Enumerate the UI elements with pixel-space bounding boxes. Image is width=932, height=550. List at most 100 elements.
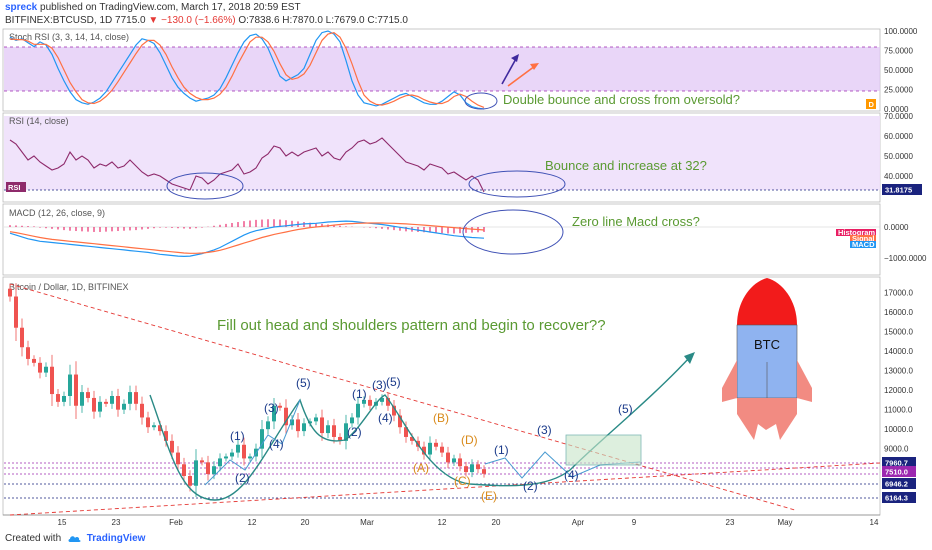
candle-body: [476, 464, 480, 470]
candle-body: [386, 397, 390, 406]
rsi-band: [4, 116, 880, 190]
candle-body: [116, 396, 120, 410]
stoch-title: Stoch RSI (3, 3, 14, 14, close): [9, 32, 129, 42]
x-axis-label: 14: [870, 518, 879, 527]
rsi-tick: 40.0000: [884, 172, 913, 181]
price-tick: 11000.0: [884, 406, 913, 415]
macd-legend-hist: [836, 229, 876, 236]
stoch-tag: [866, 99, 876, 109]
candle-body: [98, 401, 102, 412]
published-text: published on TradingView.com, March 17, …: [40, 2, 301, 13]
macd-signal-line: [9, 222, 485, 254]
x-axis-label: May: [777, 518, 792, 527]
price-title: Bitcoin / Dollar, 1D, BITFINEX: [9, 282, 129, 292]
candle-body: [134, 392, 138, 404]
candle-body: [248, 456, 252, 459]
macd-tick: −1000.0000: [884, 254, 927, 263]
candle-body: [32, 358, 36, 363]
macd-legend-signal: [850, 235, 876, 242]
stoch-rsi-pane: Stoch RSI (3, 3, 14, 14, close) 100.0000…: [4, 27, 918, 114]
time-axis[interactable]: 15 23 Feb 12 20 Mar 12 20 Apr 9 23 May 14: [58, 518, 879, 527]
proj-label-2: (2): [523, 479, 538, 493]
impulse-zigzag: [204, 399, 301, 486]
candle-body: [392, 405, 396, 416]
wave-label-1a: (1): [230, 429, 245, 443]
stoch-tick: 50.0000: [884, 66, 913, 75]
candle-body: [464, 466, 468, 473]
price-tag-text: 7960.7: [885, 459, 908, 468]
stoch-tick: 75.0000: [884, 47, 913, 56]
descending-trendline: [9, 283, 796, 511]
macd-annotation: Zero line Macd cross?: [572, 214, 700, 229]
candle-body: [80, 392, 84, 406]
rocket-nose: [737, 278, 797, 325]
candle-body: [44, 366, 48, 373]
stoch-k-line: [9, 30, 485, 110]
arrow-up-2: [507, 65, 536, 87]
x-axis-label: 23: [112, 518, 121, 527]
candle-body: [290, 419, 294, 426]
rsi-label-text: RSI: [8, 183, 21, 192]
x-axis-label: Apr: [572, 518, 585, 527]
candle-body: [344, 423, 348, 441]
rsi-title: RSI (14, close): [9, 116, 69, 126]
wave-label-A: (A): [413, 461, 429, 475]
chart-header: spreck published on TradingView.com, Mar…: [0, 0, 932, 28]
publisher-user[interactable]: spreck: [5, 2, 38, 13]
x-axis-label: Feb: [169, 518, 183, 527]
stoch-tick: 25.0000: [884, 86, 913, 95]
candle-body: [224, 456, 228, 459]
candle-body: [38, 362, 42, 373]
tradingview-cloud-icon: [68, 536, 81, 542]
last-price: 7715.0: [115, 15, 146, 26]
price-tick: 13000.0: [884, 367, 913, 376]
rsi-pane: RSI (14, close) 70.0000 60.0000 50.0000 40.…: [4, 112, 922, 200]
rsi-line: [9, 137, 485, 193]
macd-legend-hist-text: Histogram: [838, 228, 875, 237]
wave-label-E: (E): [481, 489, 497, 503]
down-arrow-icon: ▼: [148, 15, 159, 26]
candle-body: [110, 396, 114, 404]
macd-circle: [462, 209, 564, 255]
recovery-arrow-head: [684, 352, 695, 364]
macd-tick: 0.0000: [884, 223, 909, 232]
candle-body: [146, 417, 150, 428]
elliott-labels: (1) (2) (3) (4) (5) (1) (2) (3) (4) (5) …: [230, 375, 633, 503]
price-tick: 15000.0: [884, 328, 913, 337]
rsi-tick: 60.0000: [884, 132, 913, 141]
stoch-d-line: [9, 31, 485, 108]
stoch-tick: 0.0000: [884, 105, 909, 114]
candle-body: [152, 425, 156, 428]
candle-body: [26, 347, 30, 359]
candle-body: [8, 288, 12, 297]
wave-label-5a: (5): [296, 376, 311, 390]
candle-body: [410, 436, 414, 441]
candle-body: [68, 374, 72, 396]
price-pane: Bitcoin / Dollar, 1D, BITFINEX 17000.0 16…: [4, 278, 916, 516]
candlesticks: [8, 283, 486, 497]
stoch-tick: 100.0000: [884, 27, 918, 36]
rsi-annotation: Bounce and increase at 32?: [545, 158, 707, 173]
candle-body: [230, 452, 234, 457]
proj-label-4: (4): [564, 468, 579, 482]
price-annotation: Fill out head and shoulders pattern and …: [217, 317, 606, 334]
rsi-value-text: 31.8175: [885, 186, 912, 195]
candle-body: [182, 464, 186, 476]
candle-body: [128, 392, 132, 404]
tradingview-brand[interactable]: TradingView: [86, 533, 146, 544]
rocket-flame: [737, 398, 797, 440]
candle-body: [452, 458, 456, 463]
candle-body: [320, 417, 324, 434]
price-tick: 9000.0: [884, 445, 909, 454]
candle-body: [422, 446, 426, 455]
candle-body: [188, 475, 192, 486]
wave-label-B: (B): [433, 411, 449, 425]
arrow-up-1: [501, 56, 518, 85]
candle-body: [404, 427, 408, 437]
price-tick: 16000.0: [884, 308, 913, 317]
x-axis-label: 20: [301, 518, 310, 527]
proj-label-3: (3): [537, 423, 552, 437]
candle-body: [434, 442, 438, 447]
rsi-tick: 50.0000: [884, 152, 913, 161]
